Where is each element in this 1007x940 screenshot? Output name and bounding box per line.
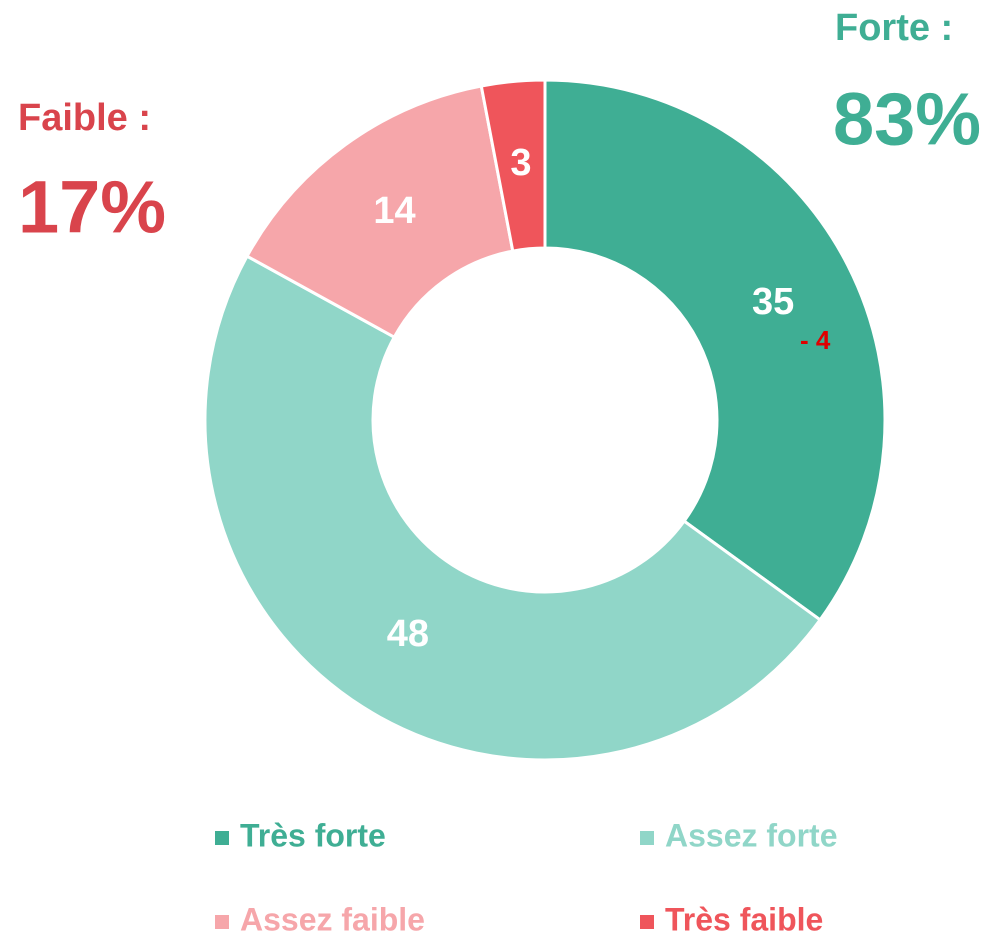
annotation: Faible : [18, 97, 151, 139]
legend-label: Très faible [665, 901, 823, 937]
donut-slice [479, 78, 547, 253]
data-label: 35 [752, 281, 794, 323]
annotation: Forte : [835, 7, 953, 49]
legend-swatch [640, 915, 654, 929]
annotation: - 4 [800, 325, 831, 355]
legend-label: Assez forte [665, 817, 838, 853]
donut-slice [203, 254, 823, 762]
annotation: 17% [18, 166, 166, 249]
legend-swatch [215, 915, 229, 929]
data-label: 48 [387, 613, 429, 655]
data-label: 3 [510, 142, 531, 184]
donut-slice [245, 84, 515, 340]
legend-swatch [640, 831, 654, 845]
annotation: 83% [833, 78, 981, 161]
legend-label: Assez faible [240, 901, 425, 937]
donut-slice [543, 78, 887, 622]
legend-label: Très forte [240, 817, 386, 853]
legend-swatch [215, 831, 229, 845]
data-label: 14 [373, 190, 415, 232]
